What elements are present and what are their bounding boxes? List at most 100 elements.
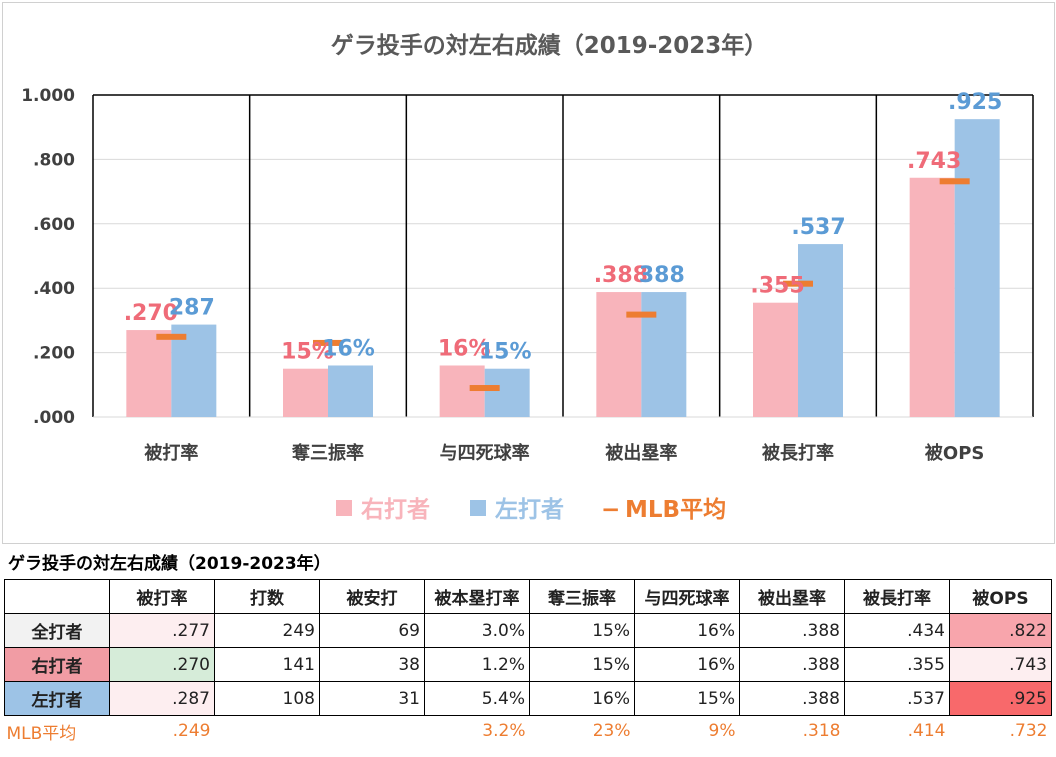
table-cell: .434: [844, 613, 950, 648]
legend-label-left: 左打者: [495, 496, 564, 523]
table-cell: .743: [949, 647, 1052, 682]
table-cell: .287: [109, 681, 215, 716]
bar-right-batter: [439, 365, 485, 417]
table-row-left: 左打者 .287 108 31 5.4% 16% 15% .388 .537 .…: [4, 681, 1052, 716]
y-tick-label: .800: [33, 150, 75, 170]
table-cell: 3.0%: [424, 613, 530, 648]
bar-right-batter: [596, 292, 642, 417]
table-cell: .537: [844, 681, 950, 716]
data-label-right: 15%: [281, 340, 334, 365]
data-label-right: 16%: [438, 336, 491, 361]
table-cell: 108: [214, 681, 320, 716]
table-cell: 16%: [634, 647, 740, 682]
x-category-label: 奪三振率: [291, 442, 364, 464]
legend-label-mlb: MLB平均: [625, 496, 726, 523]
chart-svg: ゲラ投手の対左右成績（2019-2023年） .000 .200 .400 .600 .8…: [21, 32, 1034, 523]
row-label-right: 右打者: [4, 647, 110, 682]
y-tick-label: 1.000: [21, 86, 75, 106]
stats-table: 被打率 打数 被安打 被本塁打率 奪三振率 与四死球率 被出塁率 被長打率 被O…: [4, 579, 1052, 746]
table-cell: 15%: [529, 613, 635, 648]
data-label-left: 15%: [479, 340, 532, 365]
table-cell: .277: [109, 613, 215, 648]
table-cell: [215, 716, 320, 747]
data-label-right: .270: [124, 301, 178, 326]
data-label-left: 287: [169, 296, 215, 321]
table-cell: .822: [949, 613, 1052, 648]
x-category-label: 被打率: [144, 442, 198, 464]
table-row-right: 右打者 .270 141 38 1.2% 15% 16% .388 .355 .…: [4, 647, 1052, 682]
table-cell: 141: [214, 647, 320, 682]
bar-left-batter: [171, 324, 217, 417]
data-label-right: .743: [907, 149, 961, 174]
table-cell: .732: [1009, 721, 1048, 741]
x-category-label: 被出塁率: [605, 442, 677, 464]
data-label-right: .388: [594, 263, 648, 288]
mlb-average-marker: [783, 280, 813, 287]
table-cell: .249: [172, 721, 211, 741]
bar-left-batter: [328, 365, 373, 417]
table-header-cell: 被出塁率: [739, 579, 845, 614]
mlb-average-marker: [469, 385, 500, 392]
row-label-mlb: MLB平均: [6, 723, 77, 744]
bar-right-batter: [753, 302, 798, 417]
x-category-label: 被長打率: [762, 442, 834, 464]
y-tick-label: .200: [33, 344, 75, 364]
table-cell: .270: [109, 647, 215, 682]
data-label-left: 388: [639, 263, 685, 288]
table-cell: .388: [739, 613, 845, 648]
table-header-cell: 与四死球率: [634, 579, 740, 614]
bar-right-batter: [126, 330, 172, 417]
data-label-left: .925: [948, 90, 1002, 115]
table-cell: .414: [907, 721, 946, 741]
table-header-cell: 被OPS: [949, 579, 1052, 614]
bar-right-batter: [283, 368, 328, 417]
table-header-cell: 被安打: [319, 579, 425, 614]
table-cell: 1.2%: [424, 647, 530, 682]
legend-swatch-left: [470, 500, 486, 516]
x-category-label: 被OPS: [925, 442, 984, 464]
table-cell: .355: [844, 647, 950, 682]
table-cell: 5.4%: [424, 681, 530, 716]
y-tick-label: .000: [33, 408, 75, 428]
table-cell: [320, 716, 425, 747]
bar-left-batter: [798, 244, 843, 417]
data-label-left: .537: [791, 215, 845, 240]
table-cell: 23%: [592, 721, 631, 741]
table-cell: .318: [802, 721, 841, 741]
legend-swatch-right: [336, 500, 352, 516]
table-header-cell: [4, 579, 110, 614]
row-label-left: 左打者: [4, 681, 110, 716]
table-header-cell: 打数: [214, 579, 320, 614]
x-category-label: 与四死球率: [440, 442, 530, 464]
table-cell: 31: [319, 681, 425, 716]
legend-label-right: 右打者: [361, 496, 430, 523]
table-cell: 15%: [529, 647, 635, 682]
table-header-cell: 被本塁打率: [424, 579, 530, 614]
table-cell: 249: [214, 613, 320, 648]
data-label-right: .355: [750, 274, 804, 299]
bar-left-batter: [641, 292, 687, 417]
table-title: ゲラ投手の対左右成績（2019-2023年）: [8, 554, 331, 574]
table-header-row: 被打率 打数 被安打 被本塁打率 奪三振率 与四死球率 被出塁率 被長打率 被O…: [4, 579, 1052, 614]
table-row-all: 全打者 .277 249 69 3.0% 15% 16% .388 .434 .…: [4, 613, 1052, 648]
table-cell: 3.2%: [482, 721, 526, 741]
table-cell: .388: [739, 681, 845, 716]
table-cell: 15%: [634, 681, 740, 716]
chart-panel: ゲラ投手の対左右成績（2019-2023年） .000 .200 .400 .600 .8…: [2, 2, 1055, 544]
bar-left-batter: [954, 119, 1000, 418]
y-tick-label: .400: [33, 279, 75, 299]
bar-right-batter: [909, 177, 955, 417]
table-cell: 16%: [529, 681, 635, 716]
data-label-left: 16%: [322, 336, 375, 361]
table-row-mlb: MLB平均 .249 3.2% 23% 9% .318 .414 .732: [5, 716, 1052, 747]
table-header-cell: 被打率: [109, 579, 215, 614]
table-cell: 69: [319, 613, 425, 648]
row-label-all: 全打者: [4, 613, 110, 648]
table-header-cell: 奪三振率: [529, 579, 635, 614]
bar-left-batter: [484, 368, 530, 417]
table-cell: 9%: [708, 721, 736, 741]
table-cell: 16%: [634, 613, 740, 648]
table-cell: .925: [949, 681, 1052, 716]
mlb-average-marker: [939, 178, 970, 185]
mlb-average-marker: [313, 339, 343, 346]
